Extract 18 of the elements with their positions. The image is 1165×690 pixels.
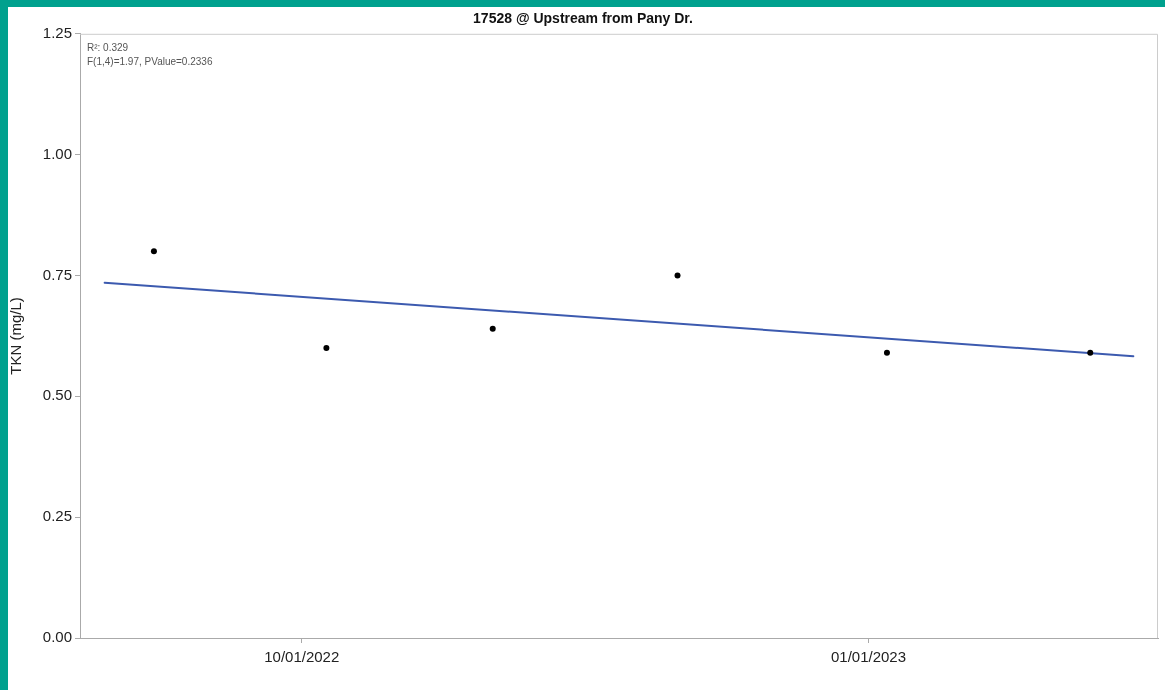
point — [489, 325, 496, 332]
point — [150, 248, 157, 255]
chart-title: 17528 @ Upstream from Pany Dr. — [473, 10, 693, 27]
y-axis-title: TKN (mg/L) — [7, 297, 25, 375]
point — [1087, 349, 1094, 356]
point — [674, 272, 681, 279]
y-tick-label: 0.25 — [42, 507, 72, 525]
y-tick-label: 1.00 — [42, 144, 72, 162]
x-tick-label: 01/01/2023 — [830, 648, 907, 666]
y-tick-label: 0.00 — [42, 628, 72, 646]
y-tick-label: 1.25 — [42, 23, 72, 41]
point — [883, 349, 890, 356]
y-tick-label: 0.75 — [42, 265, 72, 283]
x-tick-label: 10/01/2022 — [264, 648, 340, 666]
annotation: F(1,4)=1.97, PValue=0.2336 — [87, 55, 213, 67]
y-tick-label: 0.50 — [42, 386, 72, 404]
annotation: R²: 0.329 — [87, 41, 129, 53]
point — [323, 344, 330, 351]
